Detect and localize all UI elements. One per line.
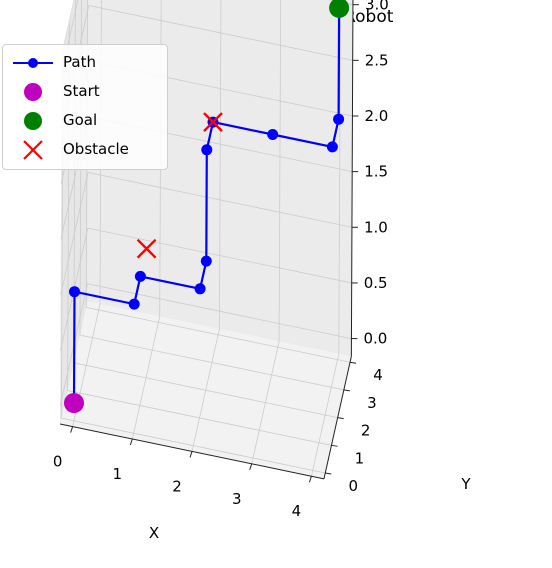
x-tick-label: 1 bbox=[113, 465, 123, 483]
x-tick-label: 3 bbox=[232, 490, 242, 508]
x-tick-mark bbox=[308, 476, 312, 483]
legend-circle-marker-icon bbox=[24, 112, 42, 130]
y-tick-label: 2 bbox=[361, 422, 371, 440]
grid-line-x bbox=[191, 0, 222, 452]
legend: Path Start Goal Obstacle bbox=[2, 44, 168, 170]
y-tick-mark bbox=[325, 472, 332, 475]
z-tick-label: 0.5 bbox=[364, 274, 388, 292]
x-axis-label: X bbox=[149, 524, 159, 542]
grid-line-y bbox=[60, 48, 326, 474]
data-layer bbox=[64, 0, 350, 413]
legend-item-path: Path bbox=[3, 49, 167, 77]
path-point bbox=[200, 255, 212, 267]
legend-label-path: Path bbox=[63, 53, 96, 71]
path-point bbox=[128, 298, 140, 310]
legend-line-marker-icon bbox=[13, 58, 53, 68]
grid-line-z bbox=[61, 0, 354, 73]
legend-circle-marker-icon bbox=[24, 83, 42, 101]
start-point bbox=[64, 393, 84, 413]
x-tick-mark bbox=[70, 426, 74, 433]
y-tick-label: 0 bbox=[348, 477, 358, 495]
z-tick-label: 0.0 bbox=[363, 330, 387, 348]
grid-line-x bbox=[251, 0, 282, 464]
y-tick-mark bbox=[337, 417, 344, 420]
grid-line-z bbox=[59, 283, 352, 407]
path-point bbox=[134, 270, 146, 282]
y-tick-mark bbox=[331, 444, 338, 447]
obstacle-marker bbox=[203, 112, 223, 132]
y-tick-mark bbox=[343, 389, 350, 392]
y-tick-label: 1 bbox=[355, 449, 365, 467]
legend-x-marker-icon bbox=[23, 140, 43, 160]
z-tick-label: 2.5 bbox=[365, 51, 389, 69]
z-tick-label: 3.0 bbox=[365, 0, 389, 14]
x-tick-label: 2 bbox=[172, 477, 182, 495]
path-point bbox=[326, 141, 338, 153]
goal-point bbox=[329, 0, 350, 18]
y-tick-mark bbox=[349, 361, 357, 364]
y-tick-label: 3 bbox=[367, 394, 377, 412]
legend-label-goal: Goal bbox=[63, 111, 98, 129]
obstacle-stroke bbox=[203, 112, 223, 132]
grid-line-z bbox=[60, 172, 353, 296]
y-axis-label: Y bbox=[460, 475, 471, 493]
legend-item-start: Start bbox=[3, 78, 167, 106]
path-point bbox=[201, 144, 213, 156]
legend-item-goal: Goal bbox=[3, 107, 167, 135]
legend-item-obstacle: Obstacle bbox=[3, 136, 167, 164]
x-tick-mark bbox=[249, 463, 253, 470]
obstacle-marker bbox=[136, 238, 157, 259]
grid-line-z bbox=[60, 227, 352, 351]
path-point bbox=[333, 113, 345, 125]
path-point bbox=[69, 286, 80, 298]
path-point bbox=[194, 283, 206, 295]
grid-line-x bbox=[311, 0, 341, 477]
path-point bbox=[267, 129, 279, 140]
obstacle-stroke bbox=[136, 238, 157, 259]
y-tick-label: 4 bbox=[373, 366, 383, 384]
z-tick-label: 1.0 bbox=[364, 218, 388, 236]
top-edge bbox=[61, 0, 75, 55]
z-tick-label: 2.0 bbox=[364, 107, 388, 125]
z-tick-label: 1.5 bbox=[364, 163, 388, 181]
y-axis-line bbox=[323, 356, 352, 479]
legend-label-obstacle: Obstacle bbox=[63, 140, 129, 158]
x-tick-mark bbox=[129, 438, 133, 446]
x-tick-label: 0 bbox=[53, 453, 63, 471]
axis-ticks: 0 1 2 3 4 0 1 2 3 4 0.0 0.5 1.0 1.5 2.0 2.5 3.0 bbox=[53, 0, 389, 520]
legend-label-start: Start bbox=[63, 82, 100, 100]
x-tick-label: 4 bbox=[292, 502, 302, 520]
x-tick-mark bbox=[189, 451, 193, 458]
